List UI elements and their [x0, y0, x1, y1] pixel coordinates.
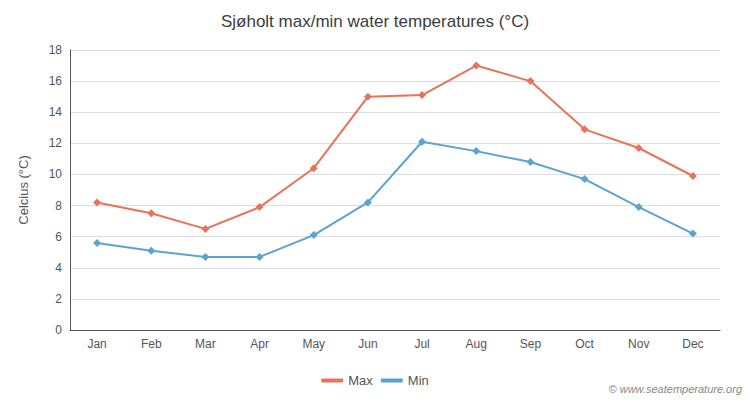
svg-text:Aug: Aug	[466, 337, 487, 351]
svg-text:Feb: Feb	[141, 337, 162, 351]
svg-text:2: 2	[55, 292, 62, 306]
svg-text:© www.seatemperature.org: © www.seatemperature.org	[609, 383, 743, 395]
svg-text:4: 4	[55, 261, 62, 275]
svg-text:Jul: Jul	[414, 337, 429, 351]
svg-text:6: 6	[55, 230, 62, 244]
svg-text:May: May	[302, 337, 325, 351]
svg-text:Min: Min	[408, 373, 429, 388]
svg-text:Max: Max	[348, 373, 373, 388]
svg-text:Jun: Jun	[358, 337, 377, 351]
svg-text:18: 18	[49, 43, 63, 57]
svg-text:Mar: Mar	[195, 337, 216, 351]
svg-text:Apr: Apr	[250, 337, 269, 351]
svg-text:14: 14	[49, 105, 63, 119]
svg-text:0: 0	[55, 323, 62, 337]
svg-text:Jan: Jan	[87, 337, 106, 351]
svg-text:Sep: Sep	[520, 337, 542, 351]
svg-text:10: 10	[49, 167, 63, 181]
svg-text:Oct: Oct	[575, 337, 594, 351]
svg-text:16: 16	[49, 74, 63, 88]
svg-text:Sjøholt max/min water temperat: Sjøholt max/min water temperatures (°C)	[221, 12, 529, 31]
svg-text:Dec: Dec	[682, 337, 703, 351]
svg-text:Nov: Nov	[628, 337, 649, 351]
svg-text:8: 8	[55, 199, 62, 213]
svg-text:12: 12	[49, 136, 63, 150]
svg-text:Celcius (°C): Celcius (°C)	[16, 155, 31, 224]
